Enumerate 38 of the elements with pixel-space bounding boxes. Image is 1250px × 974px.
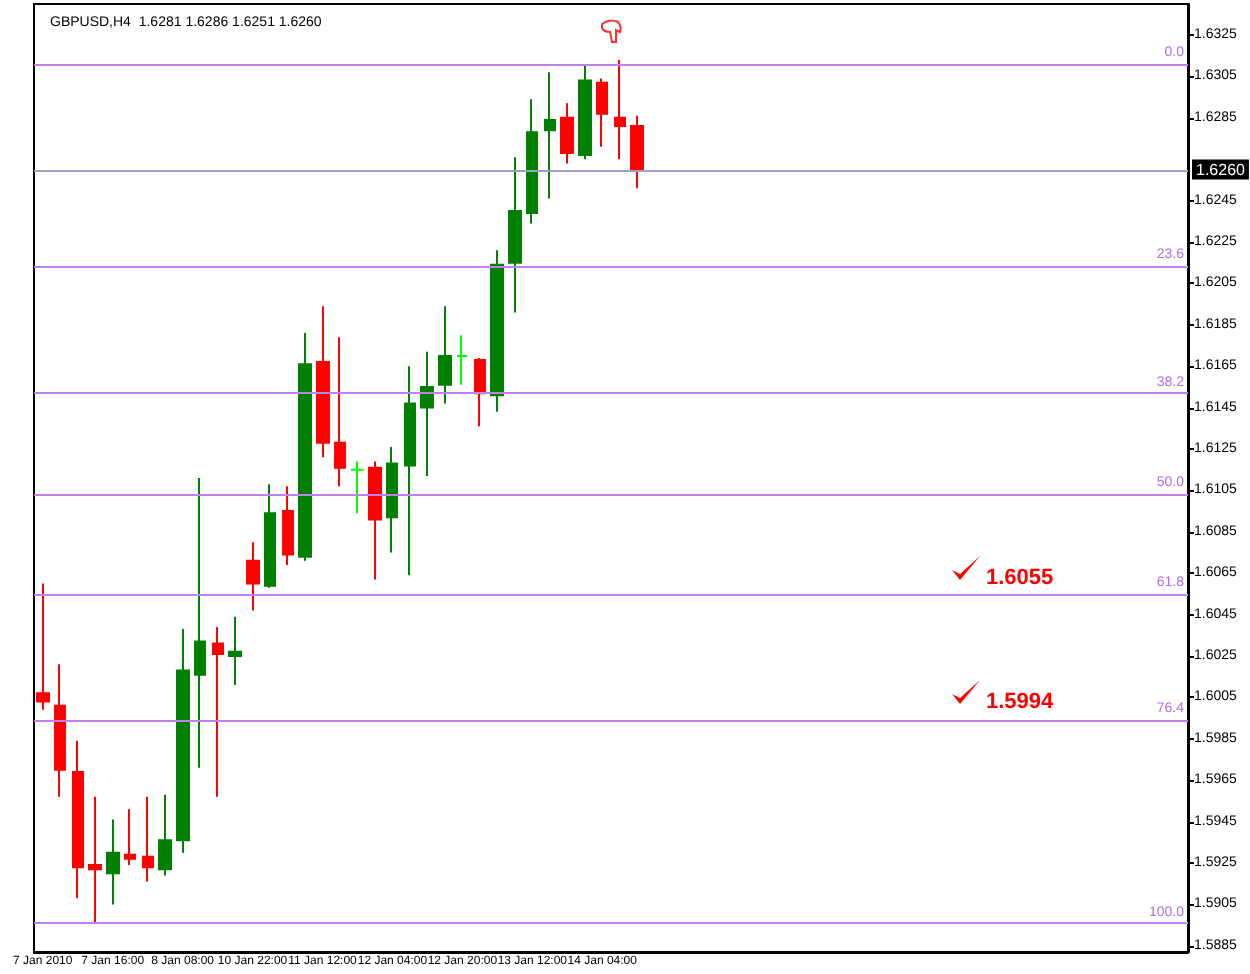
candlestick (142, 795, 154, 883)
candlestick (158, 793, 172, 877)
candlestick (176, 628, 190, 854)
candlestick (386, 445, 398, 554)
candlestick (490, 249, 504, 413)
candlestick (282, 485, 294, 566)
candlestick (596, 77, 608, 148)
candlestick (420, 350, 434, 477)
ref-line-label: 1.6260 (1196, 160, 1247, 179)
candlestick (368, 460, 382, 581)
candlestick (560, 102, 574, 165)
candlestick (194, 477, 206, 769)
candlestick (106, 818, 120, 906)
candlestick (630, 114, 644, 190)
candlestick (228, 615, 242, 686)
candlestick (456, 334, 468, 386)
candlestick (264, 483, 276, 589)
candlestick (72, 739, 84, 900)
candlestick (316, 305, 330, 459)
candlestick (334, 336, 346, 488)
candlestick (474, 356, 486, 428)
candlestick (88, 795, 102, 925)
annotation: 1.5994 (986, 690, 1054, 715)
candlestick (404, 365, 416, 577)
candlestick (212, 626, 224, 798)
candlestick (544, 71, 556, 200)
candlestick (246, 541, 260, 612)
candlestick (526, 98, 538, 225)
candlestick (298, 332, 312, 562)
annotation: 1.6055 (986, 566, 1054, 591)
candlestick (36, 582, 50, 711)
candlestick (614, 58, 626, 161)
candlestick (124, 808, 136, 867)
candlestick (508, 156, 522, 314)
candlestick (350, 460, 364, 515)
candlestick (54, 663, 66, 798)
candlestick (438, 305, 452, 405)
candlestick (578, 65, 592, 161)
